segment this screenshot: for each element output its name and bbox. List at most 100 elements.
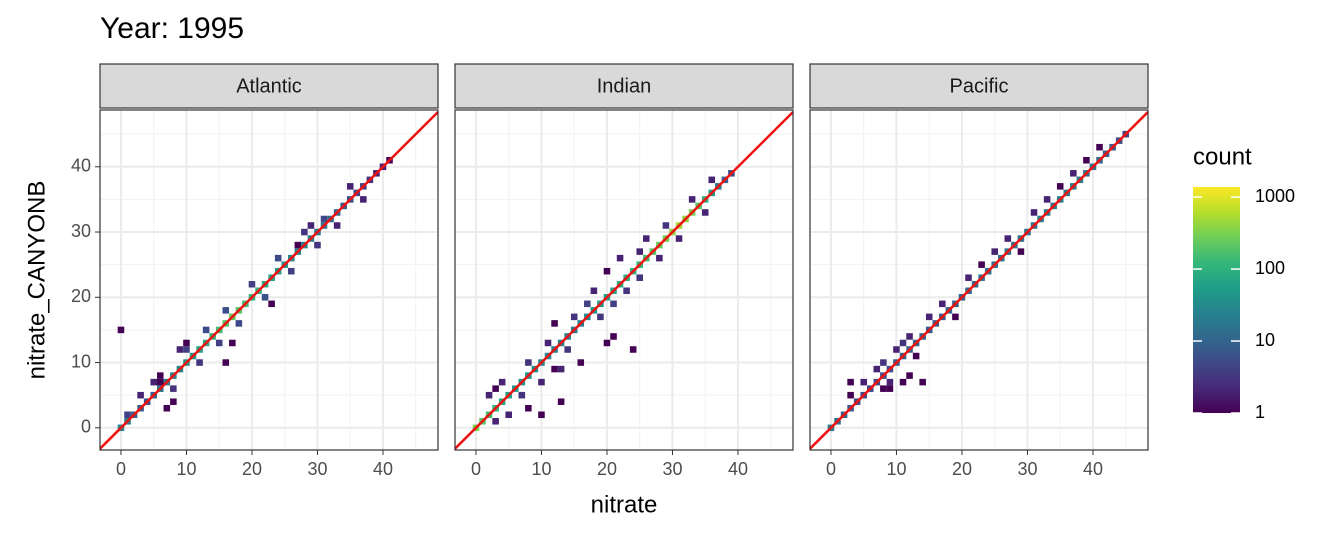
bin — [235, 320, 243, 327]
bin — [688, 196, 696, 203]
bin — [925, 313, 933, 321]
x-tick-label: 10 — [531, 459, 551, 479]
bin — [287, 267, 295, 275]
y-tick-label: 40 — [71, 156, 91, 176]
bin — [564, 346, 571, 353]
strip-label: Indian — [597, 75, 652, 97]
bin — [1096, 143, 1103, 151]
bin — [906, 333, 913, 340]
bin — [124, 411, 131, 419]
y-tick-label: 10 — [71, 351, 91, 371]
bin — [708, 176, 716, 184]
bin — [360, 196, 367, 203]
bin — [636, 248, 643, 255]
colorbar-tick-label: 10 — [1255, 330, 1275, 350]
bin — [656, 254, 663, 262]
bin — [701, 209, 709, 216]
bin — [860, 378, 867, 386]
bin — [320, 215, 328, 223]
x-tick-label: 20 — [242, 459, 262, 479]
bin — [307, 222, 315, 229]
y-axis-title: nitrate_CANYONB — [23, 181, 50, 380]
bin — [137, 391, 144, 399]
x-tick-label: 0 — [471, 459, 481, 479]
bin — [196, 359, 203, 366]
bin — [629, 346, 637, 353]
bin — [183, 346, 190, 353]
bin — [498, 378, 506, 386]
bin — [222, 307, 230, 314]
bin — [557, 398, 565, 405]
bin — [1030, 209, 1038, 216]
strip-label: Pacific — [950, 75, 1009, 97]
x-tick-label: 40 — [1083, 459, 1103, 479]
colorbar — [1193, 187, 1240, 413]
bin — [880, 359, 887, 366]
y-tick-label: 0 — [81, 417, 91, 437]
bin — [1004, 235, 1012, 242]
colorbar-tick-label: 100 — [1255, 258, 1285, 278]
y-tick-label: 20 — [71, 286, 91, 306]
bin — [176, 346, 184, 353]
bin — [584, 300, 591, 308]
bin — [1043, 196, 1051, 203]
x-tick-label: 10 — [886, 459, 906, 479]
x-tick-label: 20 — [952, 459, 972, 479]
bin — [551, 365, 558, 373]
y-tick-label: 30 — [71, 221, 91, 241]
bin — [623, 287, 630, 295]
bin — [886, 385, 894, 392]
bin — [525, 404, 532, 412]
bin — [577, 359, 585, 366]
bin — [978, 261, 985, 268]
x-tick-label: 30 — [1017, 459, 1037, 479]
x-tick-label: 40 — [728, 459, 748, 479]
bin — [183, 339, 190, 347]
bin — [492, 418, 499, 425]
bin — [1070, 170, 1077, 177]
bin — [1017, 248, 1025, 255]
identity-line — [100, 112, 438, 449]
bin — [675, 235, 683, 242]
bin — [616, 254, 624, 262]
bin — [492, 385, 499, 392]
bin — [597, 313, 604, 321]
panel-border — [99, 109, 439, 451]
bin — [346, 183, 354, 190]
bin — [551, 320, 558, 327]
bin — [873, 365, 881, 373]
bin — [229, 339, 236, 347]
x-tick-label: 30 — [662, 459, 682, 479]
bin — [991, 248, 998, 255]
bin — [899, 378, 907, 386]
bin — [505, 411, 512, 419]
x-tick-label: 0 — [826, 459, 836, 479]
bin — [642, 235, 650, 242]
bin — [610, 333, 617, 340]
bin — [215, 339, 223, 347]
colorbar-tick-label: 1000 — [1255, 186, 1295, 206]
bin — [294, 241, 302, 249]
bin — [610, 300, 617, 308]
bin — [261, 294, 269, 301]
bin — [899, 339, 907, 347]
bin — [156, 372, 164, 379]
x-tick-label: 40 — [373, 459, 393, 479]
bin — [268, 300, 275, 308]
bin — [222, 359, 230, 366]
bin — [965, 274, 972, 281]
bin — [248, 280, 256, 288]
bin — [590, 287, 598, 295]
bin — [919, 378, 926, 386]
x-tick-label: 10 — [176, 459, 196, 479]
bin — [952, 313, 959, 321]
bin — [150, 378, 157, 386]
strip — [809, 63, 1149, 109]
bin — [847, 391, 854, 399]
bin — [893, 346, 900, 353]
strip-label: Atlantic — [236, 75, 302, 97]
bin — [518, 391, 526, 399]
bin — [485, 391, 493, 399]
